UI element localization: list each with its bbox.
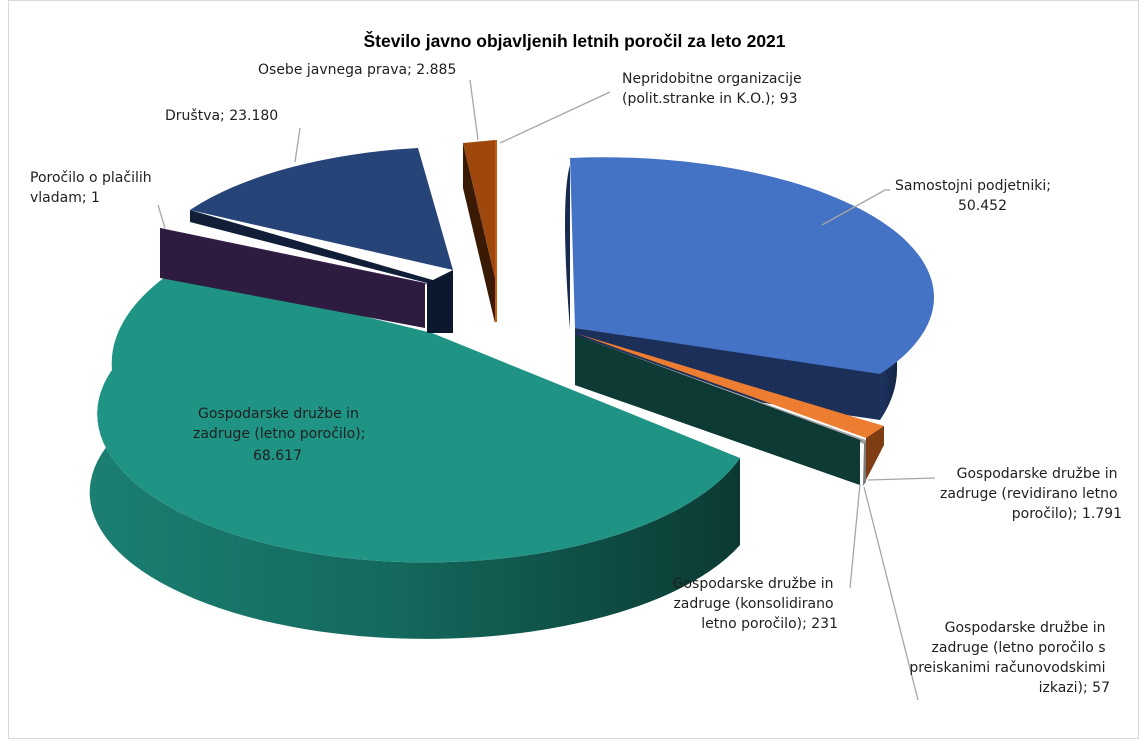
label-gd-konsolidirano: Gospodarske družbe in zadruge (konsolidi…	[673, 576, 838, 632]
slice-nepridobitne[interactable]	[495, 140, 497, 322]
leader-line-drustva	[294, 127, 301, 163]
label-osebe-javnega-prava: Osebe javnega prava; 2.885	[258, 62, 456, 78]
label-porocilo-vladam: Poročilo o plačilih vladam; 1	[30, 170, 156, 206]
leader-line-vladam	[157, 204, 166, 229]
slice-gd-revidirano[interactable]	[575, 328, 884, 480]
label-drustva: Društva; 23.180	[165, 108, 278, 124]
slice-gd-letno[interactable]	[89, 270, 740, 639]
label-samostojni-podjetniki: Samostojni podjetniki; 50.452	[895, 178, 1055, 214]
leader-line-revidirano	[867, 477, 936, 481]
slice-gd-konsolidirano[interactable]	[575, 335, 864, 485]
label-gd-revidirano: Gospodarske družbe in zadruge (revidiran…	[940, 466, 1122, 522]
slice-porocilo-vladam[interactable]	[160, 228, 430, 328]
slice-drustva[interactable]	[190, 148, 453, 333]
chart-title: Število javno objavljenih letnih poročil…	[363, 31, 786, 51]
slice-samostojni-podjetniki[interactable]	[565, 157, 935, 420]
leader-line-osebe	[469, 79, 479, 141]
leader-line-preiskani	[863, 486, 919, 701]
leader-line-konsolidirano	[849, 483, 861, 589]
chart-frame: Število javno objavljenih letnih poročil…	[8, 0, 1139, 739]
label-gd-letno: Gospodarske družbe in zadruge (letno por…	[193, 406, 370, 464]
leader-line-samostojni	[821, 189, 890, 226]
leader-lines	[157, 79, 936, 701]
label-nepridobitne: Nepridobitne organizacije (polit.stranke…	[622, 71, 806, 107]
label-gd-preiskani: Gospodarske družbe in zadruge (letno por…	[909, 620, 1110, 696]
slice-osebe-javnega-prava[interactable]	[463, 140, 495, 323]
leader-line-nepridobitne	[499, 91, 611, 144]
